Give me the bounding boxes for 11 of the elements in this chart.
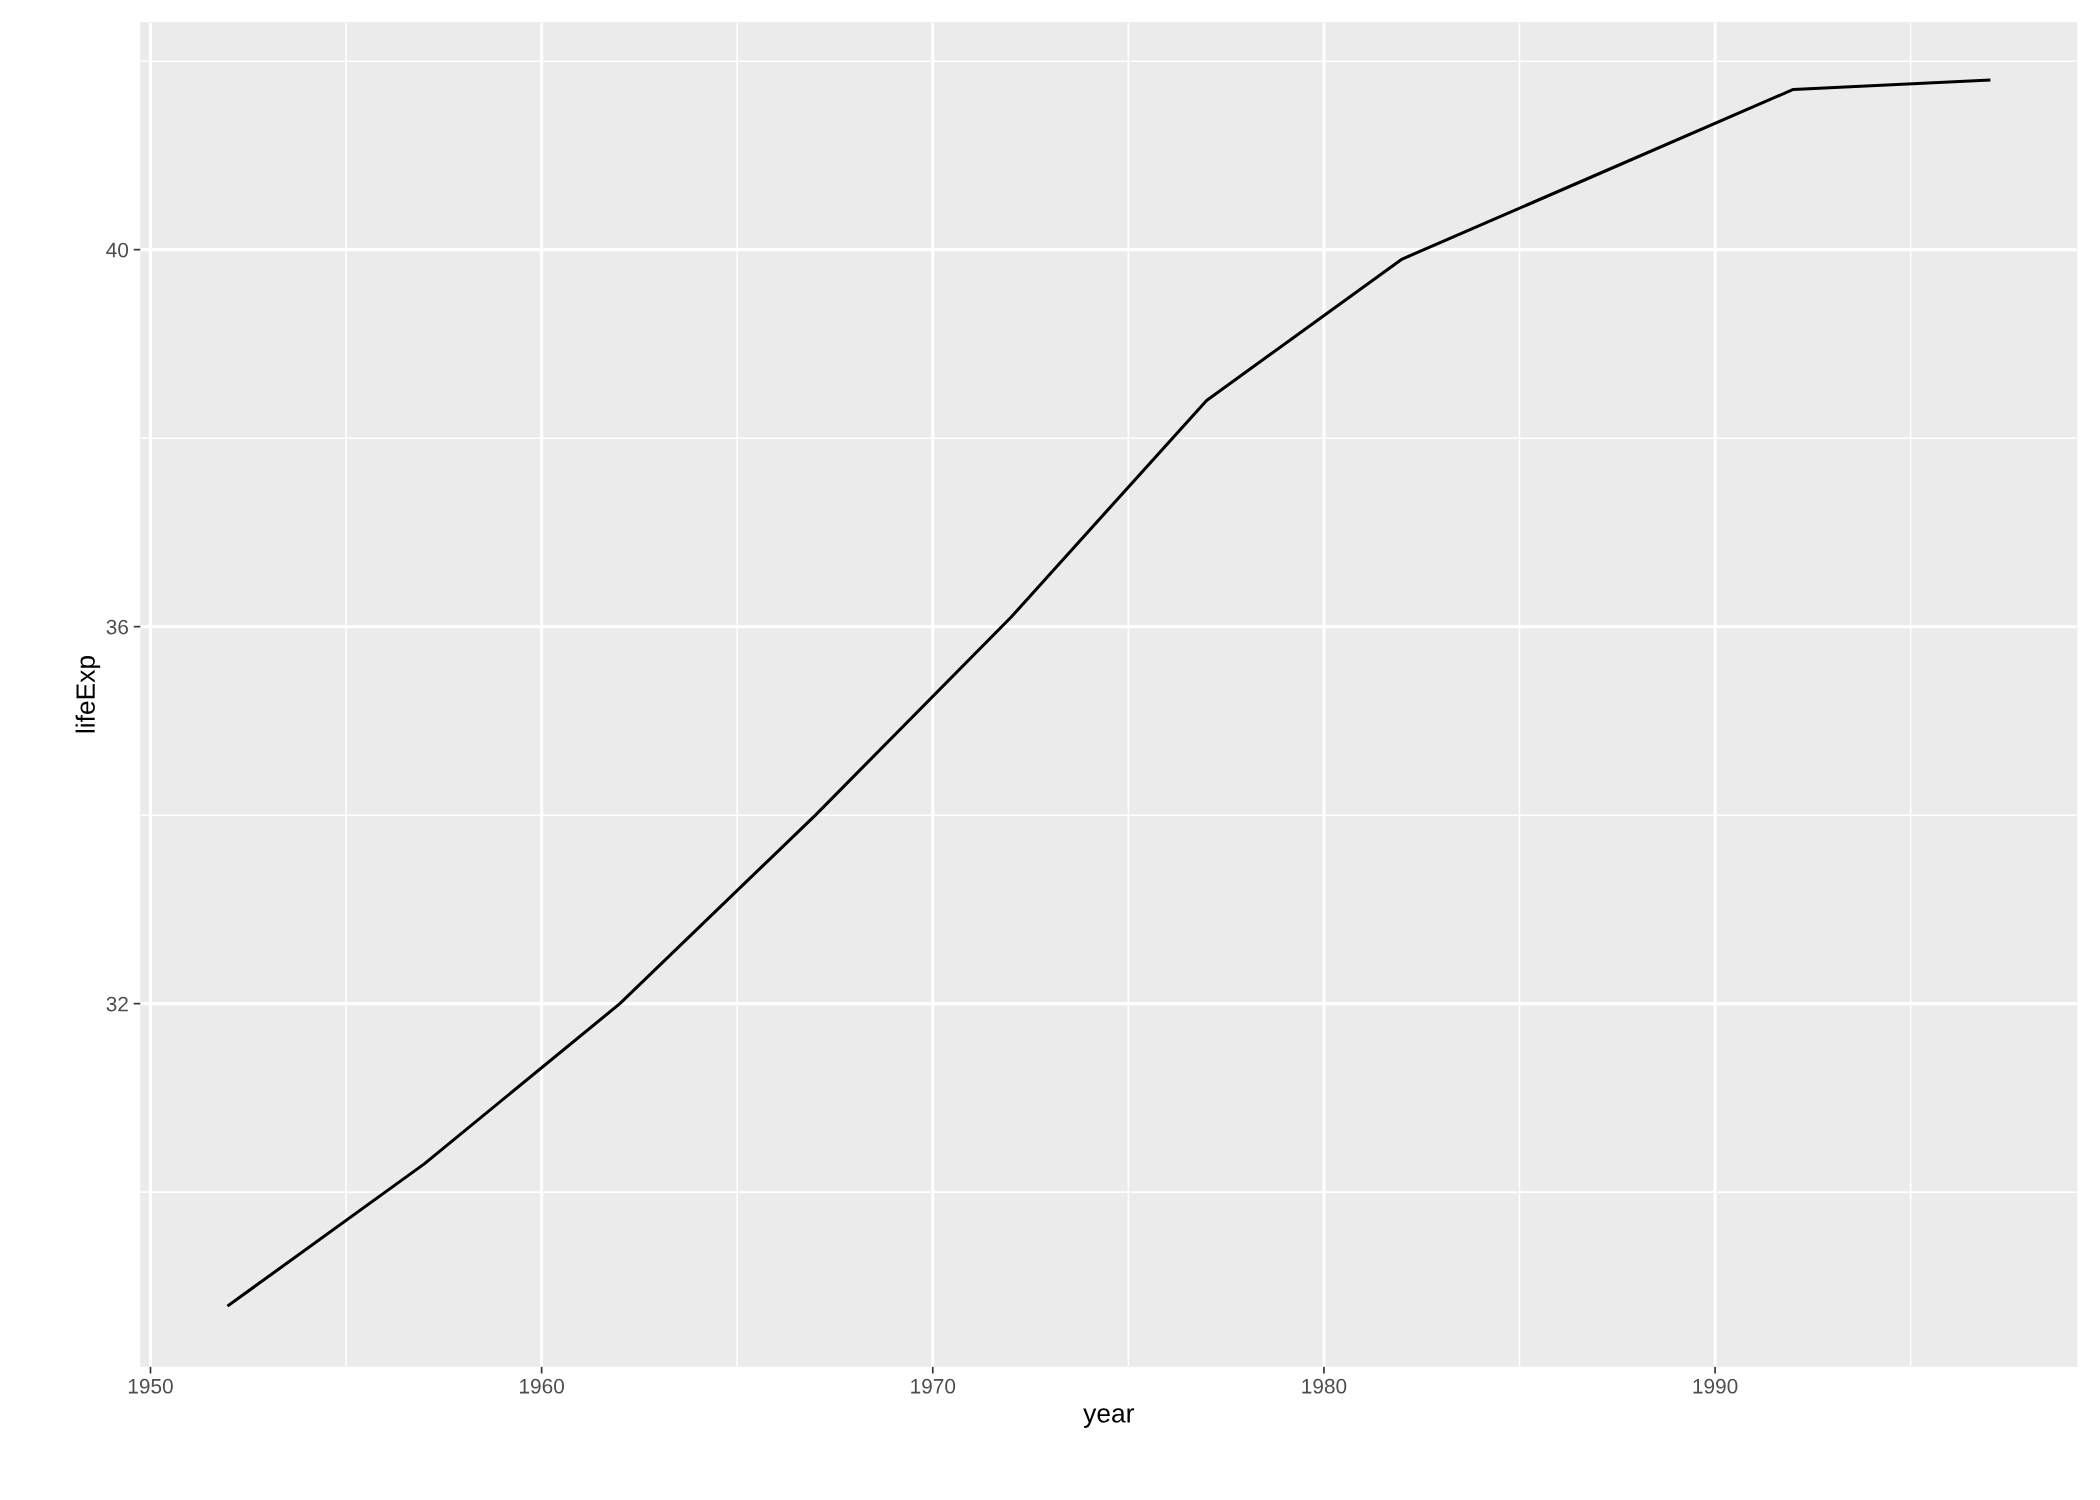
y-tick-label: 36: [106, 619, 128, 635]
x-tick-label: 1960: [520, 1378, 564, 1394]
x-tick-label: 1990: [1693, 1378, 1738, 1394]
line-series: [227, 78, 1991, 1307]
y-tick-label: 40: [106, 242, 129, 258]
y-tick-label: 32: [106, 996, 128, 1012]
x-tick-label: 1950: [128, 1378, 173, 1394]
x-tick-label: 1980: [1302, 1378, 1347, 1394]
x-axis-title: year: [1083, 1408, 1135, 1428]
y-axis-title: lifeExp: [75, 656, 101, 733]
x-tick-label: 1970: [911, 1378, 956, 1394]
